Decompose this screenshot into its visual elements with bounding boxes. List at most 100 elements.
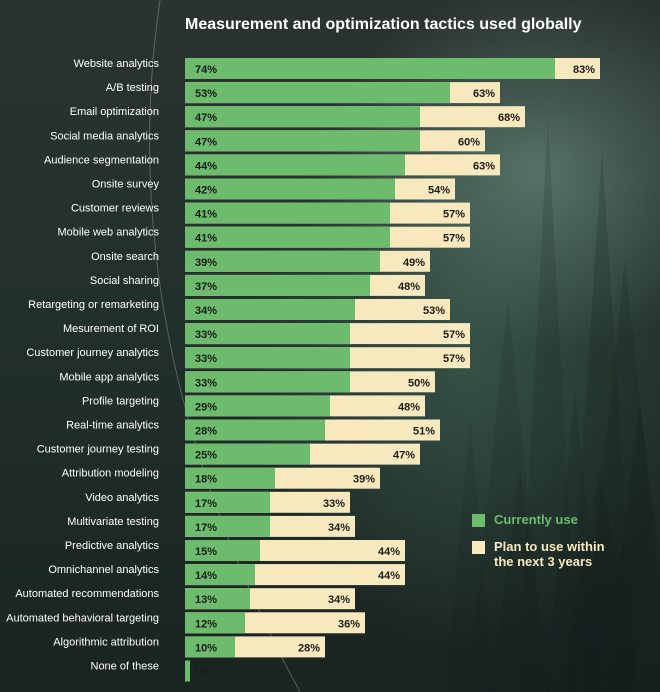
bar-current	[185, 178, 395, 200]
category-label: Real-time analytics	[66, 420, 159, 432]
bar-current	[185, 467, 275, 489]
value-label-plan: 50%	[408, 377, 430, 389]
category-label: Mesurement of ROI	[63, 323, 159, 335]
tree-silhouette	[560, 470, 640, 692]
category-label: Onsite search	[91, 251, 159, 263]
value-label-plan: 48%	[398, 401, 420, 413]
value-label-current: 39%	[195, 257, 217, 269]
value-label-current: 10%	[195, 642, 217, 654]
value-label-plan: 47%	[393, 450, 415, 462]
category-label: Omnichannel analytics	[48, 564, 159, 576]
bar-current	[185, 491, 270, 513]
value-label-plan: 68%	[498, 112, 520, 124]
value-label-plan: 28%	[298, 642, 320, 654]
tree-silhouette	[490, 470, 550, 692]
category-label: Multivariate testing	[67, 516, 159, 528]
value-label-plan: 36%	[338, 618, 360, 630]
value-label-plan: 53%	[423, 305, 445, 317]
bar-current	[185, 588, 250, 610]
value-label-plan: 54%	[428, 185, 450, 197]
category-label: Customer journey analytics	[26, 347, 159, 359]
bar-current	[185, 443, 310, 465]
tree-silhouette	[605, 400, 660, 692]
value-label-plan: 57%	[443, 209, 465, 221]
category-label: Social sharing	[90, 275, 159, 287]
value-label-current: 47%	[195, 112, 217, 124]
value-label-plan: 44%	[378, 570, 400, 582]
value-label-plan: 49%	[403, 257, 425, 269]
category-label: Mobile app analytics	[59, 371, 159, 383]
value-label-current: 74%	[195, 64, 217, 76]
value-label-current: 47%	[195, 136, 217, 148]
category-label: Video analytics	[85, 492, 159, 504]
tree-silhouette	[567, 150, 637, 692]
value-label-current: 15%	[195, 546, 217, 558]
value-label-current: 34%	[195, 305, 217, 317]
value-label-current: 12%	[195, 618, 217, 630]
chart-title: Measurement and optimization tactics use…	[185, 16, 582, 33]
category-label: Social media analytics	[50, 130, 159, 142]
value-label-current: 33%	[195, 377, 217, 389]
bar-current	[185, 636, 235, 658]
value-label-plan: 60%	[458, 136, 480, 148]
bar-current	[185, 564, 255, 586]
tree-silhouette	[580, 260, 660, 692]
category-label: Attribution modeling	[62, 468, 159, 480]
legend-label-plan-to-use: Plan to use within the next 3 years	[494, 539, 605, 569]
bar-current	[185, 515, 270, 537]
value-label-current: 53%	[195, 88, 217, 100]
category-label: Automated behavioral targeting	[6, 612, 159, 624]
value-label-plan: 63%	[473, 88, 495, 100]
tree-silhouette	[545, 390, 605, 692]
legend-swatch-currently-use	[472, 514, 485, 527]
category-label: Predictive analytics	[65, 540, 160, 552]
value-label-current: 41%	[195, 233, 217, 245]
category-label: Email optimization	[70, 106, 159, 118]
category-label: A/B testing	[106, 82, 159, 94]
category-label: Website analytics	[74, 58, 160, 70]
value-label-plan: 63%	[473, 160, 495, 172]
legend-item-plan-to-use: Plan to use within the next 3 years	[472, 539, 624, 569]
bar-current	[185, 154, 405, 176]
value-label-current: 41%	[195, 209, 217, 221]
category-label: Customer journey testing	[37, 444, 159, 456]
category-label: Automated recommendations	[15, 588, 159, 600]
value-label-plan: 48%	[398, 281, 420, 293]
value-label-current: 28%	[195, 426, 217, 438]
value-label-current: 17%	[195, 498, 217, 510]
bar-current	[185, 540, 260, 561]
tree-silhouette	[468, 300, 548, 692]
value-label-plan: 57%	[443, 353, 465, 365]
value-label-plan: 34%	[328, 594, 350, 606]
bar-current	[185, 347, 350, 369]
category-label: Mobile web analytics	[58, 227, 160, 239]
chart-legend: Currently use Plan to use within the nex…	[472, 512, 624, 581]
category-label: Onsite survey	[92, 179, 160, 191]
value-label-plan: 83%	[573, 64, 595, 76]
bar-current	[185, 274, 370, 296]
value-label-current: 1%	[194, 667, 210, 679]
tree-silhouette	[518, 120, 578, 692]
tree-silhouette	[445, 420, 495, 692]
value-label-current: 44%	[195, 160, 217, 172]
value-label-current: 14%	[195, 570, 217, 582]
category-label: Audience segmentation	[44, 154, 159, 166]
value-label-plan: 44%	[378, 546, 400, 558]
value-label-plan: 57%	[443, 329, 465, 341]
bar-current	[185, 250, 380, 272]
legend-label-currently-use: Currently use	[494, 512, 578, 527]
value-label-plan: 34%	[328, 522, 350, 534]
bar-current	[185, 323, 350, 345]
category-label: Profile targeting	[82, 395, 159, 407]
bar-current	[185, 130, 420, 152]
bar-current	[185, 82, 450, 104]
value-label-plan: 33%	[323, 498, 345, 510]
value-label-current: 18%	[195, 474, 217, 486]
value-label-current: 13%	[195, 594, 217, 606]
category-label: Algorithmic attribution	[53, 636, 159, 648]
bar-current	[185, 371, 350, 393]
value-label-plan: 39%	[353, 474, 375, 486]
bar-current	[185, 202, 390, 224]
